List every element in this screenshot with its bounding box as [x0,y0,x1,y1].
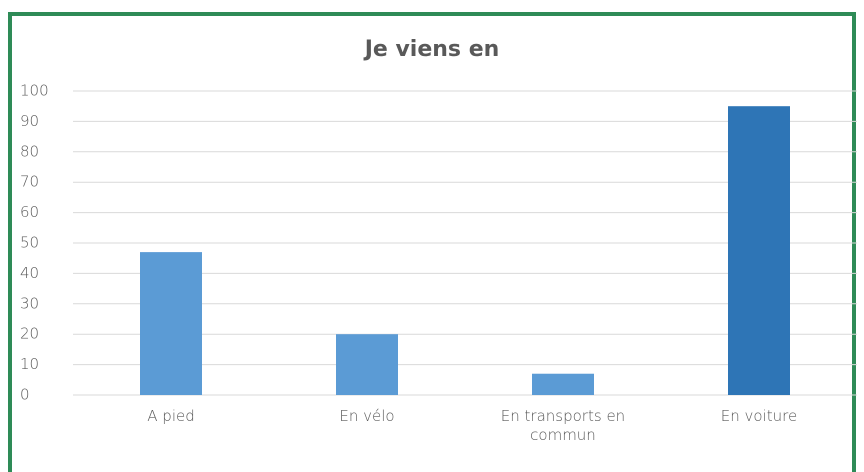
bar [532,373,594,395]
chart-title: Je viens en [363,37,500,62]
frame [8,12,856,472]
y-tick-label: 50 [20,234,39,252]
y-tick-label: 90 [20,112,39,130]
x-tick-label: En transports en commun [500,407,626,444]
y-tick-label: 80 [20,142,39,160]
x-tick-label: En voiture [720,407,798,425]
x-tick-label: A pied [147,407,195,425]
bar [728,106,790,395]
y-tick-label: 70 [20,173,39,191]
chart: Je viens en 0 10 20 30 40 50 60 70 80 90 100 [20,37,857,404]
bar [140,252,202,395]
y-tick-label: 10 [20,355,39,373]
x-tick-label: En vélo [339,407,395,425]
y-tick-label: 60 [20,203,39,221]
bar [336,334,398,395]
y-tick-label: 20 [20,325,39,343]
y-tick-label: 40 [20,264,39,282]
y-tick-label: 30 [20,294,39,312]
y-tick-label: 0 [20,386,30,404]
y-tick-label: 100 [20,82,49,100]
